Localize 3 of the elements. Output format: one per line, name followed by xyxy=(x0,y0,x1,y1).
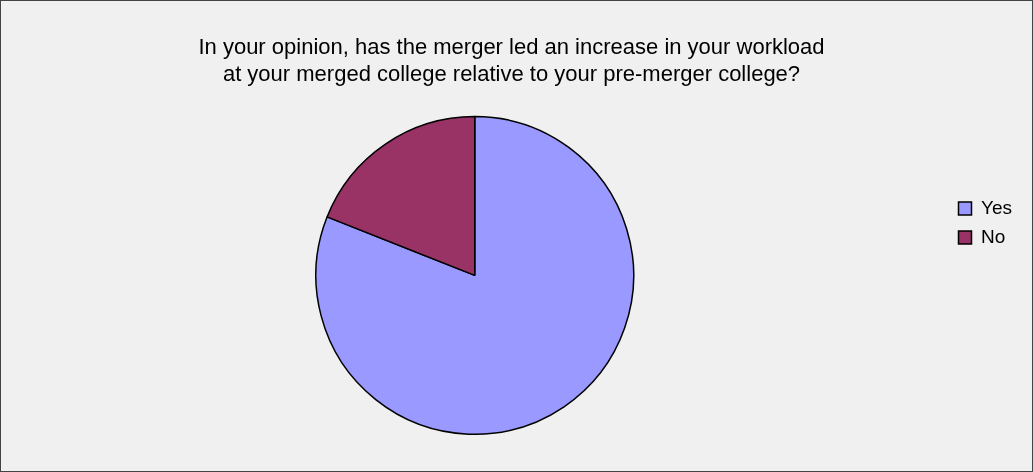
chart-title: In your opinion, has the merger led an increase in your workload at your merged college relative to your pre-merger college? xyxy=(198,34,825,86)
legend-label: Yes xyxy=(981,196,1012,218)
legend-label: No xyxy=(981,225,1006,247)
